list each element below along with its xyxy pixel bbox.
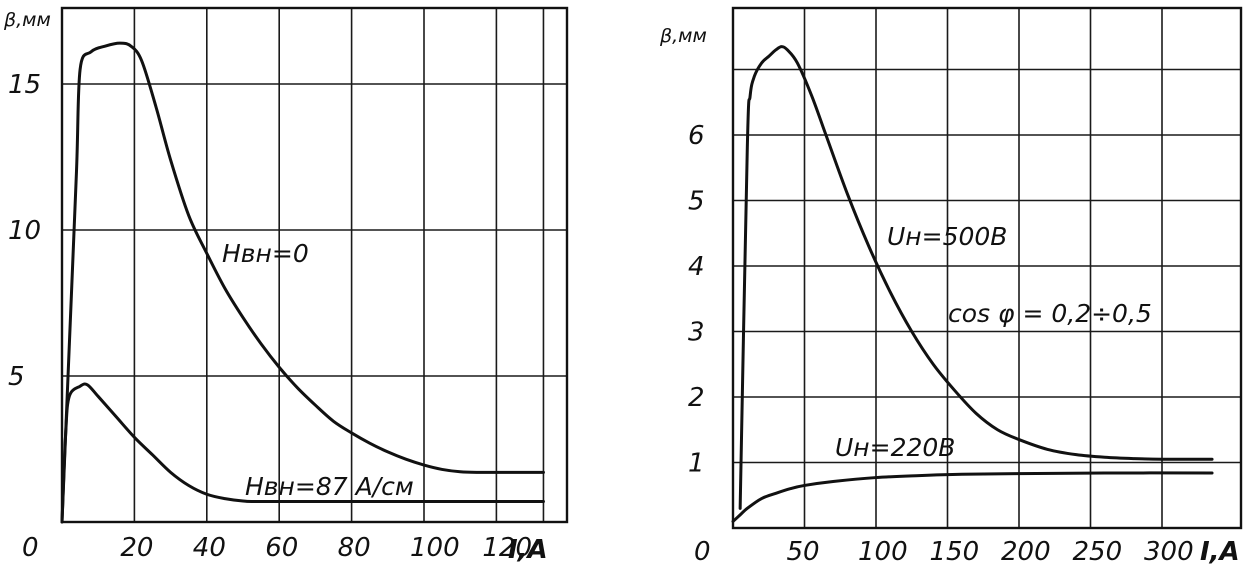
right-grid: [733, 8, 1241, 528]
right-x-tick-label: 50: [787, 537, 820, 567]
right-x-axis-label: I,A: [1200, 537, 1240, 567]
right-x-tick-label: 250: [1073, 537, 1123, 567]
right-y-tick-label: 3: [688, 318, 705, 348]
right-annotation-u220: Uн=220В: [835, 433, 955, 462]
right-y-tick-label: 1: [688, 449, 705, 479]
left-x-tick-label: 80: [338, 533, 371, 563]
left-series-line-0: [60, 41, 545, 524]
right-x-tick-label: 200: [1001, 537, 1051, 567]
right-origin-label: 0: [694, 537, 711, 567]
left-grid: [62, 8, 567, 522]
right-y-ticks: 1 2 3 4 5 6: [688, 121, 705, 479]
left-annotation-h0: Нвн=0: [222, 239, 309, 268]
right-x-ticks: 50 100 150 200 250 300: [787, 537, 1194, 567]
left-x-tick-label: 100: [410, 533, 460, 563]
right-series-line-1: [731, 471, 1214, 523]
left-y-tick-label: 5: [8, 362, 25, 392]
left-y-tick-label: 10: [8, 216, 41, 246]
left-chart: 20 40 60 80 100 120 5 10 15 β,мм I,A 0 Нвн=0 Нв…: [3, 6, 569, 565]
left-x-ticks: 20 40 60 80 100 120: [120, 533, 532, 563]
right-x-tick-label: 150: [930, 537, 980, 567]
left-x-tick-label: 40: [193, 533, 226, 563]
right-y-tick-label: 2: [688, 383, 705, 413]
left-origin-label: 0: [22, 533, 39, 563]
left-y-tick-label: 15: [8, 70, 41, 100]
right-x-tick-label: 100: [858, 537, 908, 567]
left-curves: [60, 41, 545, 524]
right-annotation-cos: cos φ = 0,2÷0,5: [948, 299, 1152, 328]
right-curves: [731, 45, 1214, 523]
right-chart: 50 100 150 200 250 300 1 2 3 4 5 6 β,мм I,A 0 Uн=5…: [659, 6, 1243, 567]
left-series-line-1: [60, 382, 545, 524]
right-annotation-u500: Uн=500В: [887, 222, 1007, 251]
right-y-tick-label: 6: [688, 121, 705, 151]
right-y-tick-label: 4: [688, 252, 705, 282]
right-series-line-0: [738, 45, 1214, 510]
left-plot-frame: [60, 6, 569, 524]
left-y-axis-label: β,мм: [3, 9, 51, 31]
right-plot-frame: [731, 6, 1243, 530]
right-x-tick-label: 300: [1144, 537, 1194, 567]
left-annotation-h87: Нвн=87 А/см: [245, 472, 414, 501]
left-x-axis-label: I,A: [508, 535, 548, 565]
right-y-tick-label: 5: [688, 187, 705, 217]
left-y-ticks: 5 10 15: [8, 70, 41, 392]
right-y-axis-label: β,мм: [659, 25, 707, 47]
left-x-tick-label: 20: [120, 533, 153, 563]
left-x-tick-label: 60: [265, 533, 298, 563]
left-x-tick-label: 120: [482, 533, 532, 563]
